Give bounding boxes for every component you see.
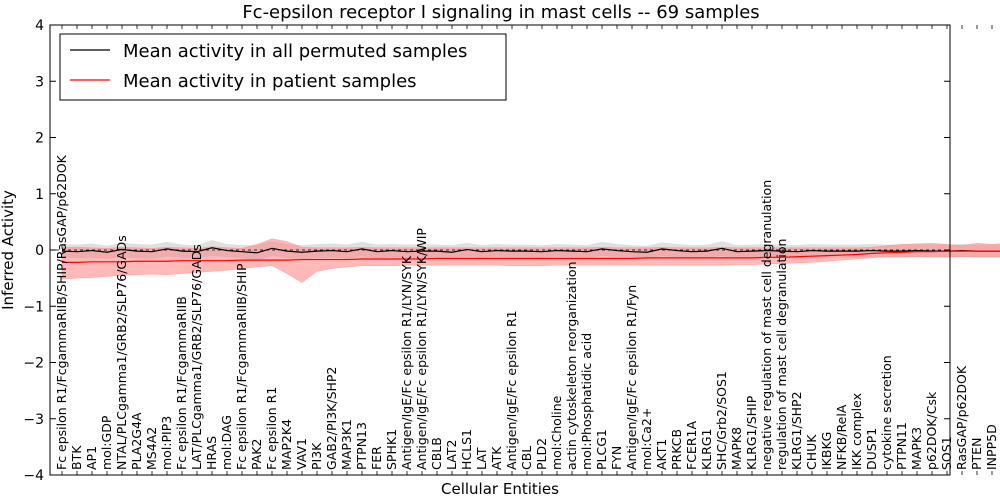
- axis-ticks: −4 −3 −2 −1 0 1 2 3 4: [23, 18, 993, 484]
- entity-label: Antigen/IgE/Fc epsilon R1: [504, 310, 519, 470]
- entity-label: SHC/Grb2/SOS1: [714, 371, 729, 470]
- entity-label: Antigen/IgE/Fc epsilon R1/LYN/SYK: [399, 255, 414, 470]
- y-tick-label: 3: [35, 74, 44, 90]
- legend-label-patient: Mean activity in patient samples: [123, 71, 417, 92]
- entity-label: FYN: [609, 446, 624, 470]
- entity-label: PI3K: [309, 442, 324, 470]
- entity-label: MAPK3: [909, 427, 924, 470]
- y-axis-title: Inferred Activity: [0, 190, 17, 310]
- y-tick-label: −1: [23, 299, 44, 315]
- entity-label: negative regulation of mast cell degranu…: [759, 180, 774, 470]
- entity-label: CHUK: [804, 434, 819, 470]
- entity-label: mol:PIP3: [159, 416, 174, 470]
- entity-label: LAT2: [444, 440, 459, 470]
- entity-label: MAP3K1: [339, 419, 354, 470]
- entity-label: KLRG1/SHP2: [789, 391, 804, 470]
- entity-label: AP1: [84, 446, 99, 470]
- entity-label: mol:Phosphatidic acid: [579, 333, 594, 470]
- entity-label: mol:DAG: [219, 415, 234, 470]
- legend-label-permuted: Mean activity in all permuted samples: [123, 41, 467, 62]
- entity-label: regulation of mast cell degranulation: [774, 239, 789, 470]
- entity-label: actin cytoskeleton reorganization: [564, 261, 579, 470]
- entity-label: PLCG1: [594, 429, 609, 470]
- entity-label: mol:Ca2+: [639, 408, 654, 470]
- entity-labels: Fc epsilon R1/FcgammaRIIB/SHIP/RasGAP/p6…: [54, 154, 1000, 470]
- entity-label: IKK complex: [849, 393, 864, 470]
- entity-label: KLRG1/SHIP: [744, 395, 759, 470]
- entity-label: CBLB: [429, 437, 444, 470]
- entity-label: mol:GDP: [99, 415, 114, 470]
- entity-label: MAPK8: [729, 427, 744, 470]
- entity-label: LAT/PLCgamma1/GRB2/SLP76/GADs: [189, 244, 204, 470]
- chart-title: Fc-epsilon receptor I signaling in mast …: [242, 2, 759, 23]
- entity-label: Fc epsilon R1/FcgammaRIIB/SHIP: [234, 263, 249, 470]
- entity-label: Antigen/IgE/Fc epsilon R1/Fyn: [624, 285, 639, 470]
- entity-label: NFKB/RelA: [834, 404, 849, 470]
- entity-label: MS4A2: [144, 427, 159, 470]
- entity-label: Fc epsilon R1: [264, 387, 279, 470]
- legend: Mean activity in all permuted samples Me…: [59, 33, 507, 101]
- y-tick-label: −3: [23, 412, 44, 428]
- y-tick-label: 2: [35, 131, 44, 147]
- entity-label: Fc epsilon R1/FcgammaRIIB/SHIP/RasGAP/p6…: [54, 154, 69, 470]
- entity-label: Fc epsilon R1/FcgammaRIIB: [174, 296, 189, 470]
- legend-box: [59, 33, 507, 101]
- entity-label: DUSP1: [864, 428, 879, 470]
- entity-label: CBL: [519, 446, 534, 470]
- entity-label: PRKCB: [669, 429, 684, 470]
- entity-label: NTAL/PLCgamma1/GRB2/SLP76/GADs: [114, 235, 129, 470]
- x-axis-title: Cellular Entities: [441, 480, 559, 498]
- y-tick-label: 1: [35, 187, 44, 203]
- entity-label: KLRG1: [699, 429, 714, 471]
- entity-label: SOS1: [939, 436, 954, 470]
- entity-label: ATK: [489, 446, 504, 470]
- entity-label: cytokine secretion: [879, 355, 894, 470]
- entity-label: PTPN13: [354, 422, 369, 470]
- entity-label: PLD2: [534, 438, 549, 470]
- entity-label: RasGAP/p62DOK: [954, 365, 969, 470]
- entity-label: MAP2K4: [279, 419, 294, 470]
- line-permuted-mean: [61, 247, 1000, 254]
- entity-label: HRAS: [204, 436, 219, 470]
- entity-label: AKT1: [654, 439, 669, 470]
- entity-label: FER: [369, 446, 384, 470]
- entity-label: PTEN: [969, 438, 984, 470]
- plot-area: [50, 238, 1000, 283]
- entity-label: p62DOK/Csk: [924, 391, 939, 470]
- entity-label: LAT: [474, 447, 489, 470]
- entity-label: VAV1: [294, 438, 309, 470]
- line-patient-mean: [62, 250, 1000, 263]
- entity-label: INPP5D: [984, 424, 999, 470]
- y-tick-label: −2: [23, 356, 44, 372]
- entity-label: mol:Choline: [549, 395, 564, 470]
- entity-label: HCLS1: [459, 429, 474, 470]
- entity-label: PLA2G4A: [129, 412, 144, 470]
- entity-label: PAK2: [249, 439, 264, 470]
- entity-label: IKBKG: [819, 432, 834, 470]
- y-tick-label: −4: [23, 468, 44, 484]
- entity-label: FCER1A: [684, 421, 699, 470]
- entity-label: Antigen/IgE/Fc epsilon R1/LYN/SYK/WIP: [414, 228, 429, 470]
- y-tick-label: 4: [35, 18, 44, 34]
- entity-label: GAB2/PI3K/SHP2: [324, 367, 339, 470]
- entity-label: PTPN11: [894, 422, 909, 470]
- y-tick-label: 0: [35, 243, 44, 259]
- entity-label: BTK: [69, 445, 84, 470]
- entity-label: SPHK1: [384, 429, 399, 470]
